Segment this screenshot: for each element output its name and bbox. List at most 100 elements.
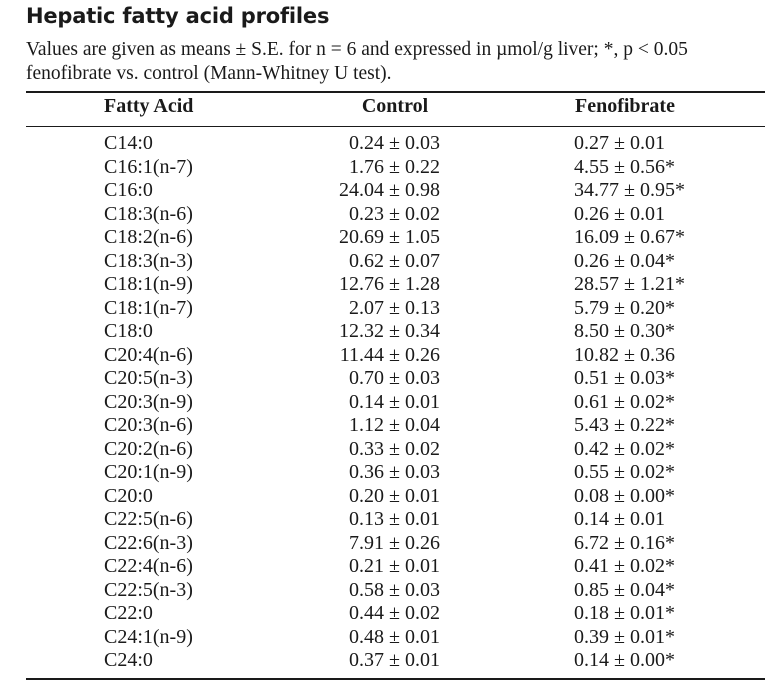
cell-control: 1.12 ± 0.04 (349, 414, 440, 436)
table-row: C20:0 0.20 ± 0.01 0.08 ± 0.00* (0, 485, 770, 509)
cell-fatty-acid: C18:3(n-3) (104, 249, 193, 272)
cell-fatty-acid: C14:0 (104, 132, 153, 154)
cell-control: 0.23 ± 0.02 (349, 202, 440, 225)
cell-fenofibrate: 0.61 ± 0.02* (574, 390, 675, 413)
cell-control: 0.24 ± 0.03 (349, 132, 440, 154)
cell-fatty-acid: C20:5(n-3) (104, 367, 193, 389)
cell-fenofibrate: 28.57 ± 1.21* (574, 273, 685, 295)
cell-control: 11.44 ± 0.26 (339, 343, 440, 366)
table-row: C20:5(n-3) 0.70 ± 0.03 0.51 ± 0.03* (0, 367, 770, 391)
top-rule (26, 91, 765, 93)
cell-fenofibrate: 0.08 ± 0.00* (574, 484, 675, 507)
cell-control: 0.33 ± 0.02 (349, 437, 440, 460)
cell-fenofibrate: 0.27 ± 0.01 (574, 132, 665, 154)
table-title: Hepatic fatty acid profiles (26, 4, 330, 28)
cell-fenofibrate: 0.85 ± 0.04* (574, 578, 675, 601)
cell-fenofibrate: 0.26 ± 0.04* (574, 249, 675, 272)
cell-control: 1.76 ± 0.22 (349, 155, 440, 178)
cell-control: 7.91 ± 0.26 (349, 531, 440, 554)
cell-fatty-acid: C18:1(n-7) (104, 296, 193, 319)
table-row: C20:1(n-9) 0.36 ± 0.03 0.55 ± 0.02* (0, 461, 770, 485)
table-row: C16:0 24.04 ± 0.98 34.77 ± 0.95* (0, 179, 770, 203)
caption-line-2: fenofibrate vs. control (Mann-Whitney U … (26, 63, 392, 84)
table-row: C14:0 0.24 ± 0.03 0.27 ± 0.01 (0, 132, 770, 156)
cell-fenofibrate: 0.41 ± 0.02* (574, 555, 675, 577)
header-rule (26, 126, 765, 127)
table-row: C16:1(n-7) 1.76 ± 0.22 4.55 ± 0.56* (0, 156, 770, 180)
header-control: Control (361, 95, 429, 117)
cell-fenofibrate: 0.18 ± 0.01* (574, 602, 675, 624)
table-row: C24:0 0.37 ± 0.01 0.14 ± 0.00* (0, 649, 770, 673)
table-row: C18:0 12.32 ± 0.34 8.50 ± 0.30* (0, 320, 770, 344)
table-row: C22:5(n-3) 0.58 ± 0.03 0.85 ± 0.04* (0, 579, 770, 603)
cell-fatty-acid: C24:1(n-9) (104, 625, 193, 648)
table-row: C18:3(n-6) 0.23 ± 0.02 0.26 ± 0.01 (0, 203, 770, 227)
cell-fenofibrate: 0.42 ± 0.02* (574, 437, 675, 460)
cell-fenofibrate: 16.09 ± 0.67* (574, 226, 685, 248)
bottom-rule (26, 678, 765, 680)
table-row: C24:1(n-9) 0.48 ± 0.01 0.39 ± 0.01* (0, 626, 770, 650)
cell-fatty-acid: C20:3(n-6) (104, 414, 193, 436)
cell-control: 24.04 ± 0.98 (339, 179, 440, 201)
cell-fatty-acid: C16:1(n-7) (104, 155, 193, 178)
cell-fenofibrate: 0.55 ± 0.02* (574, 461, 675, 483)
cell-control: 0.44 ± 0.02 (349, 602, 440, 624)
cell-fenofibrate: 4.55 ± 0.56* (574, 155, 675, 178)
cell-fatty-acid: C16:0 (104, 179, 153, 201)
cell-fenofibrate: 0.14 ± 0.00* (574, 649, 675, 671)
header-fenofibrate: Fenofibrate (575, 95, 675, 117)
cell-fatty-acid: C18:2(n-6) (104, 226, 193, 248)
header-fatty-acid: Fatty Acid (104, 95, 194, 117)
cell-fatty-acid: C22:5(n-6) (104, 508, 193, 530)
table-row: C18:3(n-3) 0.62 ± 0.07 0.26 ± 0.04* (0, 250, 770, 274)
cell-fatty-acid: C20:2(n-6) (104, 437, 193, 460)
cell-fenofibrate: 10.82 ± 0.36 (574, 343, 675, 366)
table-row: C20:3(n-9) 0.14 ± 0.01 0.61 ± 0.02* (0, 391, 770, 415)
cell-control: 0.14 ± 0.01 (349, 390, 440, 413)
cell-fatty-acid: C22:0 (104, 602, 153, 624)
cell-fenofibrate: 0.39 ± 0.01* (574, 625, 675, 648)
table-row: C22:4(n-6) 0.21 ± 0.01 0.41 ± 0.02* (0, 555, 770, 579)
cell-fenofibrate: 34.77 ± 0.95* (574, 179, 685, 201)
cell-control: 12.76 ± 1.28 (339, 273, 440, 295)
cell-fatty-acid: C22:6(n-3) (104, 531, 193, 554)
cell-fatty-acid: C20:3(n-9) (104, 390, 193, 413)
cell-control: 0.70 ± 0.03 (349, 367, 440, 389)
cell-fatty-acid: C18:3(n-6) (104, 202, 193, 225)
table-row: C18:1(n-9) 12.76 ± 1.28 28.57 ± 1.21* (0, 273, 770, 297)
cell-control: 0.13 ± 0.01 (349, 508, 440, 530)
table-body: C14:0 0.24 ± 0.03 0.27 ± 0.01 C16:1(n-7) 1.7… (0, 132, 770, 673)
cell-fatty-acid: C20:0 (104, 484, 153, 507)
cell-fenofibrate: 0.14 ± 0.01 (574, 508, 665, 530)
table-row: C20:4(n-6) 11.44 ± 0.26 10.82 ± 0.36 (0, 344, 770, 368)
cell-fatty-acid: C20:1(n-9) (104, 461, 193, 483)
cell-control: 0.21 ± 0.01 (349, 555, 440, 577)
cell-fenofibrate: 0.51 ± 0.03* (574, 367, 675, 389)
caption-line-1: Values are given as means ± S.E. for n =… (26, 39, 688, 60)
cell-fatty-acid: C20:4(n-6) (104, 343, 193, 366)
table-row: C18:1(n-7) 2.07 ± 0.13 5.79 ± 0.20* (0, 297, 770, 321)
cell-control: 0.48 ± 0.01 (349, 625, 440, 648)
table-row: C20:3(n-6) 1.12 ± 0.04 5.43 ± 0.22* (0, 414, 770, 438)
cell-control: 0.62 ± 0.07 (349, 249, 440, 272)
table-row: C22:5(n-6) 0.13 ± 0.01 0.14 ± 0.01 (0, 508, 770, 532)
cell-fatty-acid: C24:0 (104, 649, 153, 671)
cell-fenofibrate: 6.72 ± 0.16* (574, 531, 675, 554)
cell-fenofibrate: 8.50 ± 0.30* (574, 320, 675, 342)
cell-fatty-acid: C22:5(n-3) (104, 578, 193, 601)
table-row: C22:6(n-3) 7.91 ± 0.26 6.72 ± 0.16* (0, 532, 770, 556)
cell-fenofibrate: 5.79 ± 0.20* (574, 296, 675, 319)
table-caption: Values are given as means ± S.E. for n =… (26, 38, 770, 86)
table-row: C18:2(n-6) 20.69 ± 1.05 16.09 ± 0.67* (0, 226, 770, 250)
cell-control: 0.58 ± 0.03 (349, 578, 440, 601)
cell-control: 0.36 ± 0.03 (349, 461, 440, 483)
cell-control: 0.20 ± 0.01 (349, 484, 440, 507)
cell-fenofibrate: 5.43 ± 0.22* (574, 414, 675, 436)
cell-control: 12.32 ± 0.34 (339, 320, 440, 342)
cell-control: 2.07 ± 0.13 (349, 296, 440, 319)
cell-fatty-acid: C22:4(n-6) (104, 555, 193, 577)
cell-fenofibrate: 0.26 ± 0.01 (574, 202, 665, 225)
cell-fatty-acid: C18:0 (104, 320, 153, 342)
cell-control: 20.69 ± 1.05 (339, 226, 440, 248)
